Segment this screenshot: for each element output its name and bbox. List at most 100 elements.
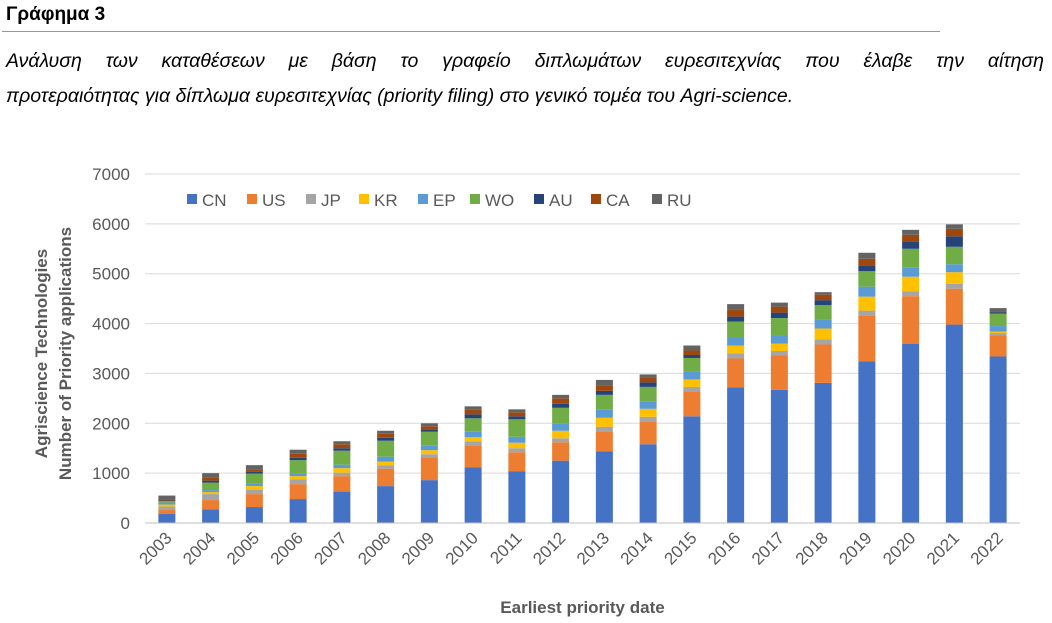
bar-KR-2021 (946, 272, 963, 283)
bar-AU-2019 (858, 265, 875, 271)
x-axis-title: Earliest priority date (500, 598, 664, 617)
bar-WO-2019 (858, 271, 875, 286)
x-tick-label: 2020 (879, 528, 919, 568)
bar-EP-2016 (727, 338, 744, 346)
bar-US-2014 (640, 421, 657, 444)
bar-US-2008 (377, 469, 394, 486)
x-tick-label: 2005 (223, 528, 263, 568)
bar-US-2004 (202, 500, 219, 509)
x-tick-label: 2010 (442, 528, 482, 568)
y-axis-title-line-2: Number of Priority applications (56, 227, 75, 480)
x-tick-label: 2004 (179, 528, 219, 568)
bar-CN-2017 (771, 390, 788, 523)
bar-CA-2006 (290, 454, 307, 458)
bar-AU-2006 (290, 458, 307, 460)
bar-AU-2011 (508, 416, 525, 419)
bar-AU-2009 (421, 429, 438, 431)
x-tick-label: 2022 (967, 528, 1007, 568)
bar-CA-2005 (246, 469, 263, 471)
bar-CA-2010 (465, 409, 482, 414)
bar-JP-2015 (683, 387, 700, 391)
legend-label-EP: EP (433, 191, 456, 210)
y-axis-tick-labels: 01000200030004000500060007000 (92, 165, 130, 533)
legend-label-JP: JP (321, 191, 341, 210)
bar-KR-2019 (858, 297, 875, 311)
bar-AU-2007 (333, 448, 350, 450)
bar-WO-2018 (815, 305, 832, 319)
bar-JP-2016 (727, 353, 744, 358)
bar-CA-2022 (990, 311, 1007, 312)
legend-label-KR: KR (374, 191, 398, 210)
bar-JP-2008 (377, 465, 394, 468)
bar-KR-2003 (158, 505, 175, 507)
bar-EP-2014 (640, 402, 657, 409)
bar-WO-2016 (727, 322, 744, 338)
bar-CN-2019 (858, 361, 875, 523)
heading-divider (2, 31, 940, 32)
bar-CA-2012 (552, 398, 569, 403)
bar-RU-2007 (333, 441, 350, 444)
bar-CN-2003 (158, 514, 175, 523)
bar-KR-2004 (202, 492, 219, 494)
gridlines (145, 174, 1020, 473)
bar-JP-2012 (552, 438, 569, 442)
bar-CA-2003 (158, 500, 175, 501)
bar-WO-2021 (946, 247, 963, 264)
bar-CN-2018 (815, 383, 832, 523)
bar-RU-2015 (683, 346, 700, 351)
bar-KR-2011 (508, 443, 525, 448)
bar-US-2007 (333, 476, 350, 491)
bar-JP-2019 (858, 311, 875, 316)
bar-JP-2006 (290, 479, 307, 484)
bar-WO-2013 (596, 395, 613, 410)
legend-swatch-WO (470, 194, 480, 204)
bar-US-2021 (946, 289, 963, 325)
bar-EP-2004 (202, 490, 219, 492)
bar-US-2020 (902, 296, 919, 344)
bar-KR-2020 (902, 277, 919, 291)
bar-JP-2013 (596, 427, 613, 431)
bar-EP-2012 (552, 423, 569, 430)
bar-CA-2007 (333, 444, 350, 448)
caption-line-1: Ανάλυση των καταθέσεων με βάση το γραφεί… (6, 44, 1044, 79)
bar-WO-2011 (508, 419, 525, 436)
y-tick-label: 2000 (92, 414, 130, 433)
bar-JP-2018 (815, 340, 832, 345)
bar-RU-2011 (508, 409, 525, 412)
bar-AU-2010 (465, 414, 482, 418)
bar-US-2019 (858, 316, 875, 362)
bar-CN-2015 (683, 416, 700, 523)
bar-AU-2015 (683, 355, 700, 358)
figure-caption: Ανάλυση των καταθέσεων με βάση το γραφεί… (6, 44, 1044, 114)
bar-RU-2021 (946, 224, 963, 228)
bar-CN-2011 (508, 471, 525, 523)
legend-swatch-AU (534, 194, 544, 204)
bar-CA-2009 (421, 426, 438, 429)
bar-RU-2013 (596, 380, 613, 385)
x-tick-label: 2016 (704, 528, 744, 568)
x-tick-label: 2011 (486, 528, 525, 567)
bar-KR-2009 (421, 450, 438, 454)
legend-swatch-KR (359, 194, 369, 204)
bar-EP-2010 (465, 431, 482, 437)
bar-KR-2008 (377, 462, 394, 465)
bar-RU-2004 (202, 473, 219, 477)
bar-WO-2010 (465, 418, 482, 431)
bar-WO-2004 (202, 483, 219, 490)
bar-JP-2007 (333, 473, 350, 476)
bar-US-2012 (552, 442, 569, 460)
y-tick-label: 4000 (92, 315, 130, 334)
bar-KR-2010 (465, 437, 482, 441)
y-tick-label: 7000 (92, 165, 130, 184)
bar-EP-2021 (946, 264, 963, 272)
caption-line-2: προτεραιότητας για δίπλωμα ευρεσιτεχνίας… (6, 79, 1044, 114)
bar-EP-2019 (858, 287, 875, 297)
bar-WO-2020 (902, 249, 919, 268)
bar-EP-2020 (902, 268, 919, 277)
bar-RU-2009 (421, 423, 438, 426)
x-tick-label: 2003 (136, 528, 176, 568)
legend-label-AU: AU (549, 191, 573, 210)
bar-EP-2007 (333, 465, 350, 468)
bar-JP-2022 (990, 333, 1007, 335)
bar-US-2022 (990, 336, 1007, 357)
